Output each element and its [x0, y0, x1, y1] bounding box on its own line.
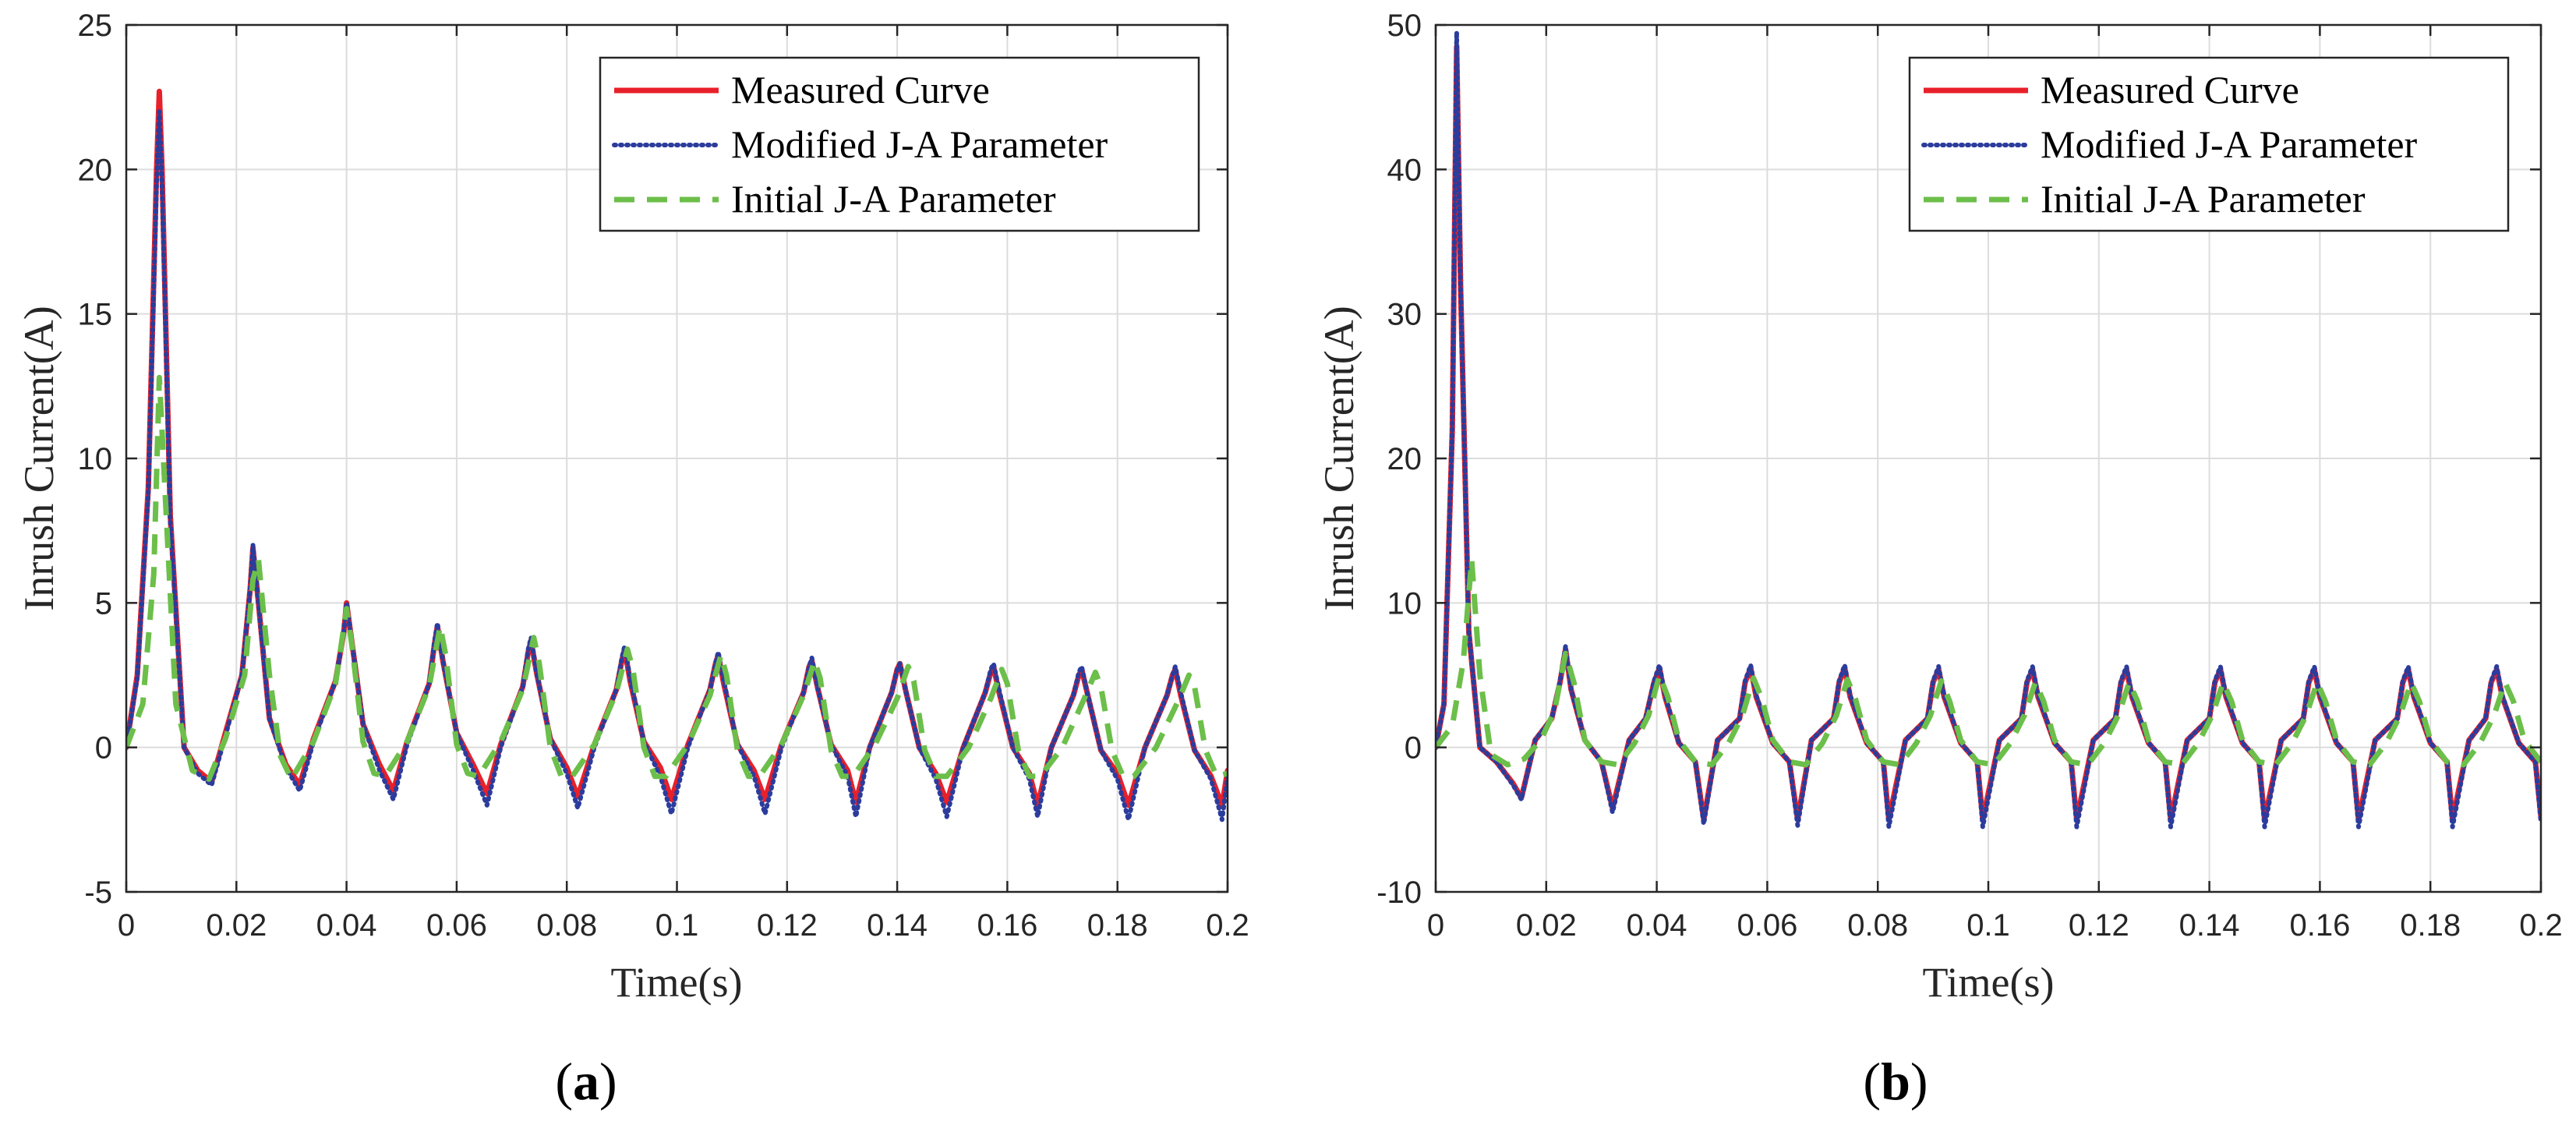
- legend-b: Measured Curve Modified J-A Parameter In…: [1908, 56, 2510, 232]
- legend-label-measured-b: Measured Curve: [2041, 68, 2299, 111]
- x-tick-label: 0.1: [655, 908, 699, 943]
- x-tick-label: 0.02: [1516, 908, 1577, 943]
- panel-label-b: (b): [1863, 1052, 1928, 1111]
- y-tick-label: -5: [84, 876, 112, 910]
- x-tick-label: 0.12: [2069, 908, 2129, 943]
- x-tick-label: 0: [118, 908, 135, 943]
- y-tick-label: 15: [78, 298, 113, 332]
- x-tick-label: 0.16: [977, 908, 1037, 943]
- x-tick-label: 0.1: [1966, 908, 2010, 943]
- series-line-modified-b: [1436, 30, 2541, 830]
- y-axis-label-a: Inrush Current(A): [16, 306, 62, 610]
- legend-label-modified-a: Modified J-A Parameter: [731, 122, 1108, 166]
- series-line-initial-a: [126, 374, 1228, 782]
- legend-label-modified-b: Modified J-A Parameter: [2041, 122, 2418, 166]
- series-group-b: [1436, 30, 2541, 830]
- y-tick-label: 25: [78, 9, 113, 43]
- x-tick-label: 0.08: [536, 908, 597, 943]
- y-tick-label: 30: [1387, 298, 1422, 332]
- y-tick-label: 50: [1387, 9, 1422, 43]
- x-axis-label-b: Time(s): [1922, 959, 2054, 1006]
- series-group-a: [126, 88, 1228, 823]
- legend-a: Measured Curve Modified J-A Parameter In…: [599, 56, 1200, 232]
- y-tick-label: 0: [1405, 731, 1422, 766]
- x-tick-label: 0.2: [1206, 908, 1249, 943]
- ticks-a: 0 0.02 0.04 0.06 0.08 0.1 0.12 0.14 0.16 0.18 0.2 -…: [78, 9, 1249, 943]
- x-tick-label: 0.14: [2179, 908, 2240, 943]
- legend-label-initial-b: Initial J-A Parameter: [2041, 177, 2366, 221]
- ticks-b: 0 0.02 0.04 0.06 0.08 0.1 0.12 0.14 0.16 0.18 0.2 -…: [1376, 9, 2563, 943]
- x-tick-label: 0.08: [1847, 908, 1908, 943]
- x-tick-label: 0: [1427, 908, 1444, 943]
- x-tick-label: 0.06: [1737, 908, 1797, 943]
- panel-letter-a: a: [573, 1052, 599, 1111]
- series-line-initial-b: [1436, 557, 2541, 768]
- x-tick-label: 0.16: [2289, 908, 2350, 943]
- x-tick-label: 0.04: [316, 908, 377, 943]
- x-tick-label: 0.2: [2519, 908, 2563, 943]
- y-tick-label: 10: [1387, 586, 1422, 621]
- x-tick-label: 0.18: [2400, 908, 2461, 943]
- x-tick-label: 0.12: [757, 908, 818, 943]
- chart-panel-b: 0 0.02 0.04 0.06 0.08 0.1 0.12 0.14 0.16 0.18 0.2 -…: [1316, 9, 2563, 1111]
- chart-panel-a: 0 0.02 0.04 0.06 0.08 0.1 0.12 0.14 0.16 0.18 0.2 -…: [16, 9, 1249, 1111]
- panel-letter-b: b: [1881, 1052, 1910, 1111]
- y-tick-label: 40: [1387, 153, 1422, 187]
- x-axis-label-a: Time(s): [610, 959, 742, 1006]
- y-tick-label: 10: [78, 442, 113, 476]
- x-tick-label: 0.14: [867, 908, 928, 943]
- legend-label-measured-a: Measured Curve: [731, 68, 990, 111]
- y-tick-label: 0: [95, 731, 112, 766]
- y-axis-label-b: Inrush Current(A): [1316, 306, 1362, 610]
- y-tick-label: 20: [78, 153, 113, 187]
- x-tick-label: 0.02: [206, 908, 267, 943]
- x-tick-label: 0.18: [1087, 908, 1148, 943]
- x-tick-label: 0.06: [426, 908, 487, 943]
- y-tick-label: 5: [95, 586, 112, 621]
- panel-label-a: (a): [555, 1052, 617, 1111]
- y-tick-label: 20: [1387, 442, 1422, 476]
- y-tick-label: -10: [1376, 876, 1422, 910]
- x-tick-label: 0.04: [1627, 908, 1687, 943]
- legend-label-initial-a: Initial J-A Parameter: [731, 177, 1056, 221]
